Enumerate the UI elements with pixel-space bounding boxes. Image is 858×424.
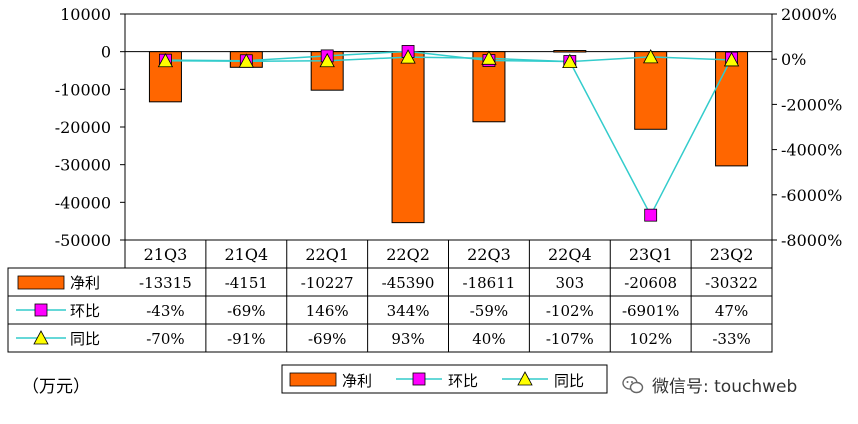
legend-key-square [412,372,426,386]
row-key-triangle [33,330,49,345]
plot-border [124,13,773,241]
right-tick-label: 2000% [781,5,837,24]
left-axis: 10000 0 -10000 -20000 -30000 -40000 -50000 [55,5,125,250]
category-label: 22Q4 [548,245,592,264]
left-tick-label: -20000 [55,118,111,137]
right-tick-label: -6000% [781,186,842,205]
cell-value: 146% [306,302,349,320]
left-tick-label: -30000 [55,156,111,175]
left-tick-label: 10000 [60,5,111,24]
cell-value: -69% [227,302,265,320]
cell-value: -10227 [301,274,354,292]
legend-key-bar [289,372,337,387]
cell-value: -91% [227,330,265,348]
cell-value: -69% [308,330,346,348]
cell-value: -18611 [463,274,516,292]
triangle-marker [319,52,335,68]
triangle-marker [400,49,416,64]
cell-value: -33% [712,330,750,348]
cell-value: 344% [387,302,430,320]
triangle-marker [562,53,578,69]
cell-value: -4151 [225,274,268,292]
row-key-square [34,303,48,317]
cell-value: -70% [146,330,184,348]
triangle-marker [238,53,254,68]
row-label: 净利 [70,274,100,292]
left-tick-label: -50000 [55,231,111,250]
bar [634,51,668,130]
left-tick-label: -40000 [55,193,111,212]
category-label: 22Q3 [467,245,511,264]
bar [715,51,749,167]
cell-value: -45390 [382,274,435,292]
row-key-bar [17,275,65,290]
cell-value: 47% [715,302,748,320]
legend-label: 环比 [448,372,478,390]
line-series [157,45,740,222]
cell-value: -6901% [622,302,680,320]
square-marker [644,208,658,222]
right-axis: 2000% 0% -2000% -4000% -6000% -8000% [772,5,842,250]
cell-value: 102% [629,330,672,348]
legend-label: 同比 [554,372,584,390]
unit-label: （万元） [22,377,90,397]
body-border [7,267,773,353]
cell-value: -13315 [139,274,192,292]
right-tick-label: -8000% [781,231,842,250]
left-tick-label: 0 [101,43,111,62]
plot-area [124,13,773,241]
cell-value: 40% [472,330,505,348]
legend-key-triangle [517,371,533,386]
cell-value: -43% [146,302,184,320]
bar [391,51,425,224]
cell-value: -30322 [705,274,758,292]
left-tick-label: -10000 [55,80,111,99]
triangle-marker [723,52,740,67]
triangle-marker [157,52,174,68]
bar [310,51,344,91]
wechat-icon [622,375,644,395]
row-label: 环比 [70,302,100,320]
category-label: 22Q1 [305,245,349,264]
triangle-marker [643,49,659,64]
bar [553,50,587,53]
watermark-text: 微信号: touchweb [652,377,798,397]
cell-value: -20608 [624,274,677,292]
watermark: 微信号: touchweb [622,372,797,397]
cell-value: -102% [546,302,594,320]
bar-series [148,50,749,224]
row-label: 同比 [70,330,100,348]
category-label: 21Q3 [144,245,188,264]
cell-value: 93% [391,330,424,348]
triangle-marker [481,50,497,65]
category-label: 22Q2 [386,245,430,264]
legend-label: 净利 [342,372,372,390]
right-tick-label: -4000% [781,141,842,160]
cell-value: -59% [470,302,508,320]
data-table: 21Q3 21Q4 22Q1 22Q2 22Q3 22Q4 23Q1 23Q2 净利 -13315… [7,239,773,353]
category-label: 21Q4 [224,245,268,264]
category-label: 23Q1 [629,245,673,264]
right-tick-label: -2000% [781,95,842,114]
series-line [165,56,732,63]
series-line [165,50,733,217]
legend: 净利 环比 同比 [281,364,608,394]
cell-value: 303 [555,274,584,292]
category-label: 23Q2 [710,245,754,264]
right-tick-label: 0% [781,50,806,69]
cell-value: -107% [546,330,594,348]
